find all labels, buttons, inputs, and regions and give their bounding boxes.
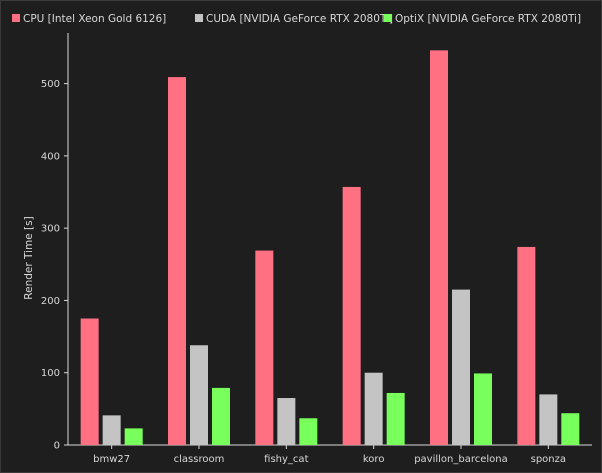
- y-tick-label: 500: [41, 79, 60, 90]
- bar-koro-1: [364, 372, 383, 445]
- bars: [80, 50, 580, 446]
- legend-swatch-1: [195, 14, 203, 22]
- bar-classroom-0: [168, 77, 186, 446]
- y-tick-label: 400: [41, 151, 60, 162]
- bar-classroom-1: [190, 345, 208, 445]
- x-tick-label: pavillon_barcelona: [414, 454, 508, 465]
- bar-koro-2: [386, 392, 405, 445]
- y-axis-title: Render Time [s]: [23, 216, 35, 299]
- y-tick-label: 0: [54, 441, 60, 452]
- bar-fishy_cat-0: [255, 250, 274, 445]
- legend-label-1: CUDA [NVIDIA GeForce RTX 2080Ti]: [206, 13, 393, 25]
- x-tick-label: fishy_cat: [264, 454, 308, 465]
- bar-fishy_cat-2: [299, 418, 318, 445]
- legend-label-2: OptiX [NVIDIA GeForce RTX 2080Ti]: [395, 13, 581, 25]
- bar-classroom-2: [212, 387, 230, 445]
- bar-bmw27-2: [124, 428, 143, 445]
- bar-sponza-2: [561, 413, 580, 445]
- bar-koro-0: [342, 186, 361, 446]
- y-tick-label: 100: [41, 368, 60, 379]
- bar-pavillon_barcelona-1: [452, 289, 470, 445]
- legend-label-0: CPU [Intel Xeon Gold 6126]: [23, 13, 166, 25]
- x-tick-label: sponza: [531, 454, 566, 465]
- bar-fishy_cat-1: [277, 398, 296, 445]
- y-axis: 0 100 200 300 400 500: [41, 33, 69, 452]
- legend: CPU [Intel Xeon Gold 6126] CUDA [NVIDIA G…: [12, 13, 581, 25]
- x-axis: bmw27 classroom fishy_cat koro pavillon_barc…: [68, 444, 592, 465]
- x-tick-label: bmw27: [93, 454, 130, 465]
- bar-sponza-0: [517, 246, 536, 445]
- bar-bmw27-1: [102, 415, 121, 445]
- legend-swatch-0: [12, 14, 20, 22]
- x-tick-label: koro: [363, 454, 385, 465]
- y-tick-label: 200: [41, 296, 60, 307]
- y-tick-label: 300: [41, 224, 60, 235]
- legend-swatch-2: [384, 14, 392, 22]
- x-tick-label: classroom: [174, 454, 225, 465]
- bar-pavillon_barcelona-2: [474, 373, 492, 445]
- bar-sponza-1: [539, 394, 558, 445]
- bar-pavillon_barcelona-0: [430, 50, 448, 445]
- bar-bmw27-0: [80, 318, 99, 445]
